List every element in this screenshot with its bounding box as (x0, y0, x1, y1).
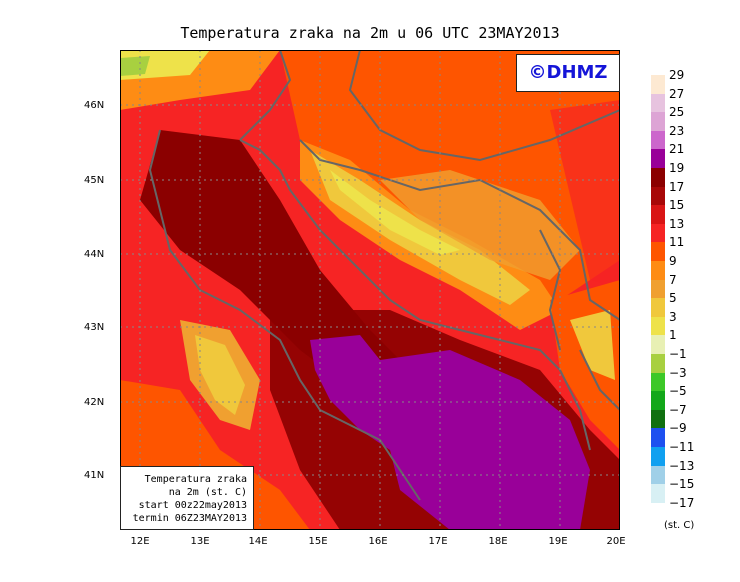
lon-label: 12E (130, 536, 150, 547)
info-box: Temperatura zraka na 2m (st. C) start 00… (120, 466, 254, 530)
legend-label: −17 (669, 495, 695, 510)
lon-label: 14E (248, 536, 268, 547)
legend-swatch (651, 186, 665, 206)
legend-swatch (651, 316, 665, 336)
map-frame (120, 50, 620, 530)
lat-label: 43N (84, 322, 105, 333)
legend-label: −11 (669, 440, 695, 454)
legend-label: −15 (669, 477, 695, 492)
legend-swatch (651, 168, 665, 187)
legend-label: 13 (669, 216, 685, 231)
temperature-field-italy-inner (195, 335, 245, 415)
legend-units: (st. C) (664, 520, 695, 531)
legend-label: 23 (669, 123, 685, 138)
legend-swatch (651, 335, 665, 354)
legend-swatch (651, 205, 665, 224)
legend-swatch (651, 447, 665, 466)
legend-label: −5 (669, 384, 687, 399)
lon-label: 16E (368, 536, 388, 547)
legend-swatch (651, 223, 665, 243)
lon-label: 20E (606, 536, 626, 547)
lat-label: 42N (84, 397, 105, 408)
legend-swatch (651, 261, 665, 280)
map-title: Temperatura zraka na 2m u 06 UTC 23MAY20… (180, 24, 560, 42)
legend-swatch (651, 298, 665, 317)
legend-label: 15 (669, 198, 685, 213)
legend-swatch (651, 484, 665, 503)
info-line-level: na 2m (st. C) (168, 487, 247, 498)
legend-label: 7 (669, 272, 677, 287)
info-line-variable: Temperatura zraka (144, 474, 247, 485)
lat-label: 45N (84, 175, 105, 186)
dhmz-logo: ©DHMZ (516, 54, 620, 92)
legend-swatch (651, 242, 665, 261)
legend-label: 9 (669, 254, 677, 268)
info-line-start: start 00z22may2013 (138, 500, 247, 511)
legend-swatch (651, 149, 665, 168)
legend-label: 19 (669, 161, 685, 175)
legend-label: −7 (669, 402, 687, 417)
lon-label: 18E (488, 536, 508, 547)
legend-label: −13 (669, 458, 695, 473)
lon-label: 15E (308, 536, 328, 547)
legend-label: 17 (669, 179, 685, 194)
lat-label: 41N (84, 470, 105, 481)
legend-label: 29 (669, 68, 685, 82)
temperature-field-dinaric-inner (330, 170, 460, 255)
lat-label: 44N (84, 249, 105, 260)
legend-swatch (651, 112, 665, 131)
legend-swatch (651, 130, 665, 150)
lon-label: 17E (428, 536, 448, 547)
graticule (120, 50, 620, 530)
legend-swatch (651, 75, 665, 94)
legend-label: 21 (669, 142, 685, 157)
lat-label: 46N (84, 100, 105, 111)
temperature-map (120, 50, 620, 530)
info-line-valid: termin 06Z23MAY2013 (132, 513, 247, 524)
temperature-field-east (550, 100, 620, 290)
temperature-field-warm-sea (310, 335, 590, 530)
lon-label: 13E (190, 536, 210, 547)
temperature-field-bosnia (380, 170, 580, 280)
legend-label: −9 (669, 421, 687, 436)
legend-label: 5 (669, 291, 677, 306)
legend-label: 27 (669, 86, 685, 101)
legend-label: −3 (669, 365, 687, 380)
legend-swatch (651, 93, 665, 113)
legend-swatch (651, 372, 665, 392)
legend-label: 3 (669, 309, 677, 324)
legend-swatch (651, 428, 665, 447)
legend-swatch (651, 279, 665, 299)
temperature-field-dinaric-mid (310, 150, 530, 305)
legend-label: −1 (669, 347, 687, 361)
legend-label: 11 (669, 235, 685, 250)
legend-swatch (651, 409, 665, 429)
legend-swatch (651, 391, 665, 410)
temperature-field-albania-mountains (570, 310, 615, 380)
legend-label: 25 (669, 105, 685, 120)
lon-label: 19E (548, 536, 568, 547)
legend-swatch (651, 354, 665, 373)
legend-swatch (651, 465, 665, 485)
legend-label: 1 (669, 328, 677, 343)
temperature-field-alps-coldest (120, 56, 150, 76)
